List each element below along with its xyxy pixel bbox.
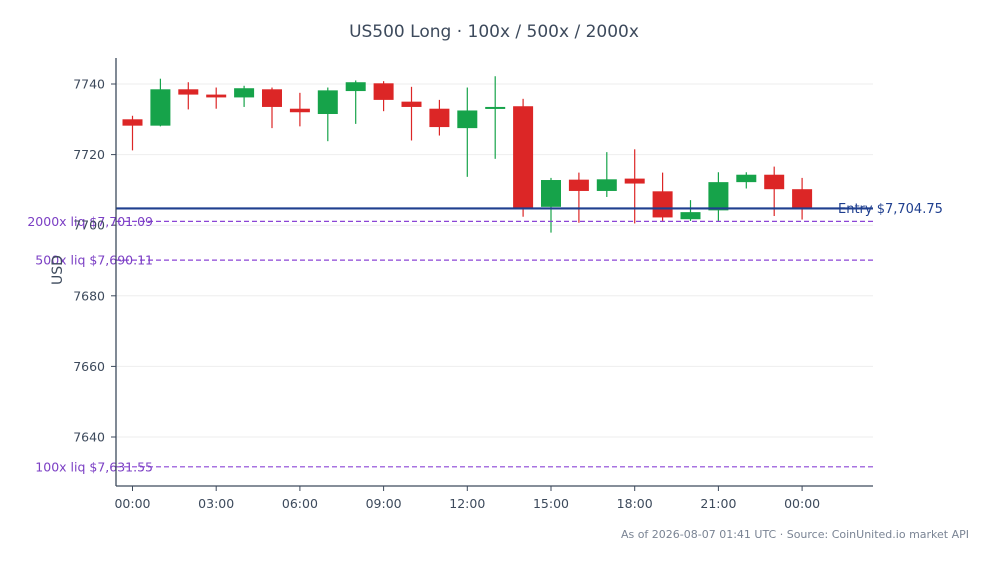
x-tick-label: 21:00 (700, 496, 736, 511)
x-tick-label: 18:00 (617, 496, 653, 511)
candle-body (317, 90, 338, 115)
grid-lines (111, 83, 873, 438)
candle-body (624, 178, 645, 184)
candle-body (568, 179, 589, 191)
candle-body (289, 108, 310, 113)
candles (122, 76, 813, 233)
candle-body (485, 106, 506, 109)
candle-body (150, 89, 171, 126)
source-footer: As of 2026-08-07 01:41 UTC · Source: Coi… (621, 528, 969, 541)
liquidation-label: 100x liq $7,631.55 (35, 459, 153, 474)
candle-body (541, 180, 561, 207)
candle-body (373, 83, 394, 100)
y-tick-labels: 7640 7660 7680 7700 7720 7740 (73, 77, 105, 445)
x-tick-labels: 00:00 03:00 06:00 09:00 12:00 15:00 18:00 21:00… (114, 486, 820, 511)
candle-body (652, 191, 673, 218)
candle-body (262, 89, 282, 107)
x-tick-label: 00:00 (114, 496, 150, 511)
candle-body (708, 182, 729, 211)
candle-body (401, 101, 422, 107)
candle-body (122, 119, 143, 126)
y-tick-label: 7740 (73, 77, 105, 92)
liquidation-label: 2000x liq $7,701.09 (27, 214, 153, 229)
x-tick-label: 00:00 (784, 496, 820, 511)
candle-body (178, 89, 199, 95)
y-tick-label: 7700 (73, 218, 105, 233)
price-levels: 2000x liq $7,701.09 500x liq $7,690.11 100… (27, 202, 943, 474)
candle-body (206, 94, 227, 98)
x-tick-label: 12:00 (449, 496, 485, 511)
y-tick-label: 7680 (73, 288, 105, 303)
candle-body (429, 108, 450, 128)
x-tick-label: 15:00 (533, 496, 569, 511)
x-tick-label: 03:00 (198, 496, 234, 511)
candle-body (513, 106, 534, 208)
candle-body (345, 82, 366, 92)
y-tick-label: 7660 (73, 359, 105, 374)
y-tick-label: 7640 (73, 430, 105, 445)
candle-body (736, 174, 757, 183)
x-tick-label: 09:00 (366, 496, 402, 511)
chart-title: US500 Long · 100x / 500x / 2000x (349, 22, 639, 42)
candle-body (596, 179, 617, 191)
y-tick-label: 7720 (73, 147, 105, 162)
candle-body (792, 189, 813, 209)
y-axis-label: USD (50, 255, 66, 285)
liquidation-label: 500x liq $7,690.11 (35, 253, 153, 268)
x-tick-label: 06:00 (282, 496, 318, 511)
candle-body (457, 110, 478, 129)
candle-body (234, 88, 255, 98)
candle-body (764, 174, 785, 190)
candle-body (680, 212, 701, 220)
axes (115, 58, 873, 487)
entry-label: Entry $7,704.75 (838, 202, 943, 217)
